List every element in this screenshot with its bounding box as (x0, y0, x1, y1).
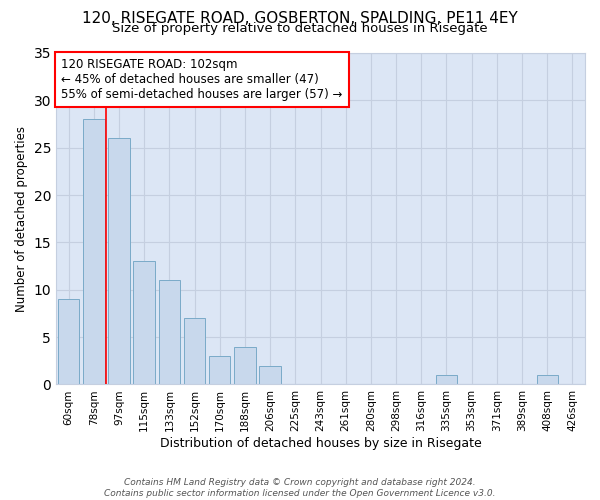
Bar (109, 138, 130, 384)
Text: 120 RISEGATE ROAD: 102sqm
← 45% of detached houses are smaller (47)
55% of semi-: 120 RISEGATE ROAD: 102sqm ← 45% of detac… (61, 58, 343, 101)
Bar (259, 366, 281, 384)
Bar (436, 375, 457, 384)
Y-axis label: Number of detached properties: Number of detached properties (15, 126, 28, 312)
Bar (83, 120, 104, 384)
Bar (536, 375, 558, 384)
Bar (58, 299, 79, 384)
Bar (158, 280, 180, 384)
Bar (184, 318, 205, 384)
Text: Contains HM Land Registry data © Crown copyright and database right 2024.
Contai: Contains HM Land Registry data © Crown c… (104, 478, 496, 498)
Text: Size of property relative to detached houses in Risegate: Size of property relative to detached ho… (112, 22, 488, 35)
Bar (209, 356, 230, 384)
X-axis label: Distribution of detached houses by size in Risegate: Distribution of detached houses by size … (160, 437, 481, 450)
Bar (234, 346, 256, 385)
Text: 120, RISEGATE ROAD, GOSBERTON, SPALDING, PE11 4EY: 120, RISEGATE ROAD, GOSBERTON, SPALDING,… (82, 11, 518, 26)
Bar (133, 262, 155, 384)
